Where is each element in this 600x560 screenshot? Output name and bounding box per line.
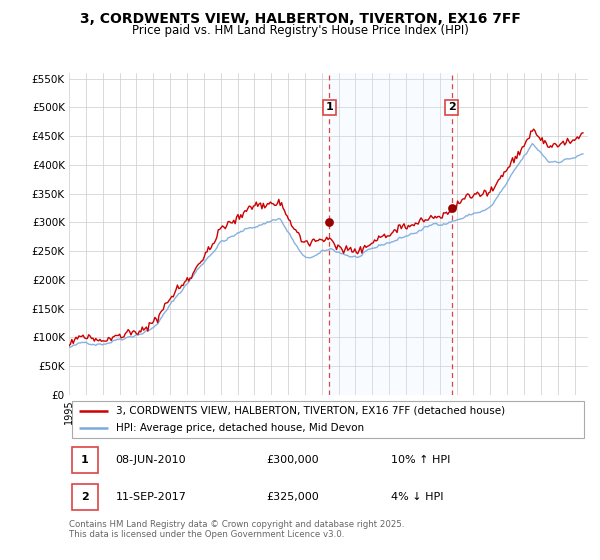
Point [447,203,457,212]
Text: 3, CORDWENTS VIEW, HALBERTON, TIVERTON, EX16 7FF: 3, CORDWENTS VIEW, HALBERTON, TIVERTON, … [80,12,520,26]
Text: 2: 2 [80,492,88,502]
FancyBboxPatch shape [71,484,98,510]
Text: 1: 1 [326,102,334,113]
Text: 11-SEP-2017: 11-SEP-2017 [116,492,187,502]
Text: 4% ↓ HPI: 4% ↓ HPI [391,492,443,502]
Text: 10% ↑ HPI: 10% ↑ HPI [391,455,450,465]
Bar [329,73,452,395]
FancyBboxPatch shape [71,402,584,437]
Text: 08-JUN-2010: 08-JUN-2010 [116,455,187,465]
Text: £325,000: £325,000 [266,492,319,502]
Text: 1: 1 [80,455,88,465]
Point [325,218,334,227]
Text: £300,000: £300,000 [266,455,319,465]
Text: 3, CORDWENTS VIEW, HALBERTON, TIVERTON, EX16 7FF (detached house): 3, CORDWENTS VIEW, HALBERTON, TIVERTON, … [116,405,505,416]
Text: HPI: Average price, detached house, Mid Devon: HPI: Average price, detached house, Mid … [116,423,364,433]
Text: Price paid vs. HM Land Registry's House Price Index (HPI): Price paid vs. HM Land Registry's House … [131,24,469,36]
FancyBboxPatch shape [71,447,98,473]
Text: 2: 2 [448,102,455,113]
Text: Contains HM Land Registry data © Crown copyright and database right 2025.
This d: Contains HM Land Registry data © Crown c… [69,520,404,539]
